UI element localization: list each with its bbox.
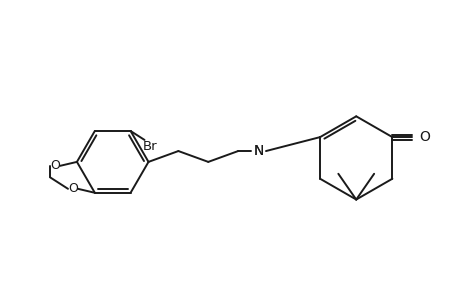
Text: N: N xyxy=(253,144,263,158)
Text: N: N xyxy=(253,144,263,158)
Text: Br: Br xyxy=(143,140,157,153)
Text: O: O xyxy=(418,130,429,144)
Text: O: O xyxy=(50,159,60,172)
Text: O: O xyxy=(68,182,78,195)
